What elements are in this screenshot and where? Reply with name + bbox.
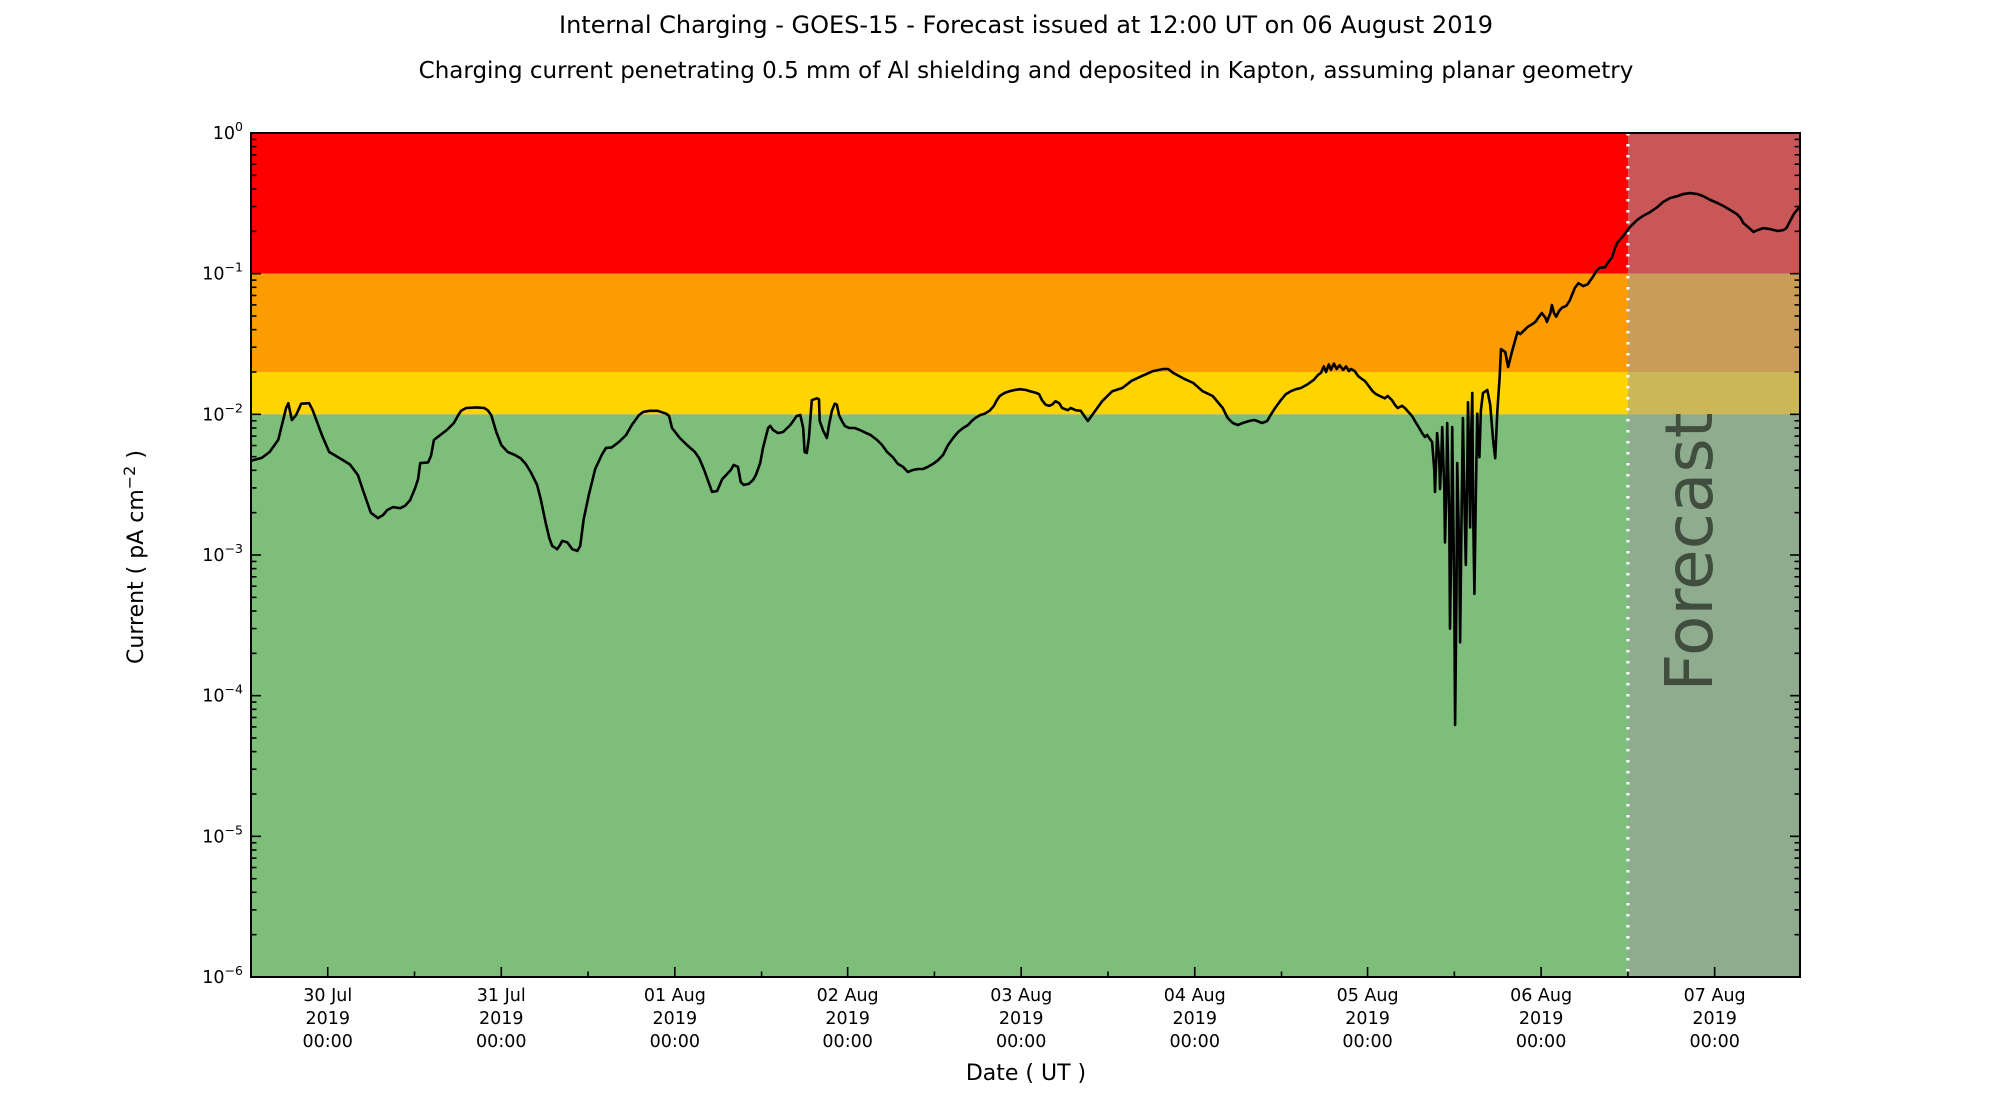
x-tick-label: 00:00 — [650, 1032, 700, 1052]
chart-subtitle: Charging current penetrating 0.5 mm of A… — [419, 58, 1634, 84]
x-tick-label: 2019 — [1692, 1009, 1737, 1029]
x-tick-label: 2019 — [653, 1009, 698, 1029]
forecast-overlay — [1627, 133, 1800, 977]
x-tick-label: 03 Aug — [990, 986, 1052, 1006]
chart-title: Internal Charging - GOES-15 - Forecast i… — [559, 11, 1493, 39]
x-tick-label: 31 Jul — [477, 986, 526, 1006]
x-tick-label: 00:00 — [1516, 1032, 1566, 1052]
x-tick-label: 00:00 — [1170, 1032, 1220, 1052]
threshold-band-3 — [251, 414, 1800, 977]
y-tick-label: 100 — [213, 119, 243, 144]
x-tick-label: 00:00 — [1689, 1032, 1739, 1052]
x-tick-label: 2019 — [825, 1009, 870, 1029]
plot-border — [250, 132, 1801, 978]
data-series — [250, 191, 1800, 727]
x-tick-label: 00:00 — [303, 1032, 353, 1052]
x-tick-label: 2019 — [999, 1009, 1044, 1029]
y-tick-label: 10−4 — [202, 682, 243, 707]
x-tick-label: 06 Aug — [1510, 986, 1572, 1006]
y-tick-label: 10−2 — [202, 400, 243, 425]
x-tick-label: 2019 — [1345, 1009, 1390, 1029]
x-axis-tick-labels: 30 Jul 2019 00:00 31 Jul 2019 00:00 01 Aug 2019… — [303, 986, 1746, 1052]
y-tick-label: 10−6 — [202, 963, 243, 988]
x-tick-label: 04 Aug — [1164, 986, 1226, 1006]
x-tick-label: 02 Aug — [817, 986, 879, 1006]
forecast-region: Forecast — [1626, 133, 1800, 977]
x-tick-label: 2019 — [305, 1009, 350, 1029]
x-tick-label: 00:00 — [476, 1032, 526, 1052]
data-line-observed — [250, 231, 1627, 727]
y-axis-tick-labels: 100 10−1 10−2 10−3 10−4 10−5 10−6 — [202, 119, 243, 988]
y-axis-label: Current ( pA cm−2 ) — [120, 450, 149, 664]
threshold-band-0 — [251, 133, 1800, 274]
y-tick-label: 10−3 — [202, 541, 243, 566]
x-tick-label: 2019 — [1172, 1009, 1217, 1029]
data-line-forecast — [1624, 191, 1800, 235]
x-tick-label: 30 Jul — [303, 986, 352, 1006]
x-tick-label: 00:00 — [1342, 1032, 1392, 1052]
x-tick-label: 07 Aug — [1684, 986, 1746, 1006]
x-tick-label: 05 Aug — [1337, 986, 1399, 1006]
x-tick-label: 00:00 — [822, 1032, 872, 1052]
threshold-bands — [251, 133, 1800, 977]
forecast-watermark: Forecast — [1651, 412, 1728, 691]
y-tick-label: 10−5 — [202, 822, 243, 847]
threshold-band-2 — [251, 371, 1800, 415]
x-tick-label: 01 Aug — [644, 986, 706, 1006]
x-tick-label: 2019 — [1519, 1009, 1564, 1029]
x-tick-label: 2019 — [479, 1009, 524, 1029]
x-tick-label: 00:00 — [996, 1032, 1046, 1052]
threshold-band-1 — [251, 273, 1800, 372]
x-axis-label: Date ( UT ) — [966, 1061, 1086, 1086]
y-tick-label: 10−1 — [202, 260, 243, 285]
